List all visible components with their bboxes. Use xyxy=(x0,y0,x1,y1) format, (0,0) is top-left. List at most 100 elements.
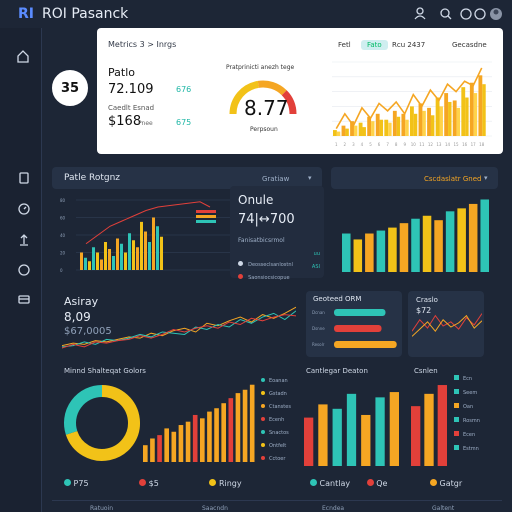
tick-label: 11 xyxy=(419,142,425,147)
legend-swatch xyxy=(196,220,216,223)
legend-label: Ontfelt xyxy=(269,443,287,449)
bar xyxy=(128,233,131,270)
bar xyxy=(478,75,483,136)
card-icon[interactable] xyxy=(18,295,30,304)
bar xyxy=(482,84,486,136)
footer-dot xyxy=(429,479,437,486)
search-icon[interactable] xyxy=(440,8,452,20)
bar xyxy=(434,220,443,272)
overlay-row-2: Deosseclsanlostnl uu xyxy=(238,251,320,268)
section-right-title: Cscdaslatr Gned xyxy=(424,175,482,183)
donut-slice xyxy=(65,385,140,461)
footer-dot xyxy=(209,479,217,486)
bar xyxy=(345,128,349,136)
bar xyxy=(384,119,389,136)
legend-label: Seem xyxy=(463,390,478,396)
user-icon[interactable] xyxy=(414,7,426,20)
legend-label: Ecn xyxy=(463,376,473,382)
footer-tab-bar: Ratuoin Saacndn Ecndea Galtent xyxy=(52,500,502,512)
bar xyxy=(375,397,385,466)
footer-tab-2[interactable]: Saacndn xyxy=(202,505,228,512)
legend-item: Ecenh xyxy=(261,417,311,430)
home-icon[interactable] xyxy=(17,50,29,63)
chart-dropdown[interactable]: Gecasdne xyxy=(452,41,487,49)
bar xyxy=(148,242,151,270)
bottom-right-side-title: Csnlen xyxy=(414,367,438,375)
legend-label: Snactos xyxy=(269,430,289,436)
bar xyxy=(480,199,489,272)
bar xyxy=(465,97,469,136)
bar xyxy=(439,106,443,136)
line-series xyxy=(335,67,483,130)
footer-tab-3[interactable]: Ecndea xyxy=(322,505,345,512)
upload-icon[interactable] xyxy=(20,234,28,246)
legend-swatch xyxy=(196,215,216,218)
tick-label: 2 xyxy=(344,142,347,147)
chart-tab-3[interactable]: Rcu 2437 xyxy=(392,41,426,49)
chevron-down-icon[interactable]: ▾ xyxy=(484,174,488,182)
footer-tab-4[interactable]: Galtent xyxy=(432,505,455,512)
bar xyxy=(371,121,375,136)
bar xyxy=(140,221,143,270)
user-circle-icon[interactable] xyxy=(460,8,472,20)
bar xyxy=(448,101,452,136)
document-icon[interactable] xyxy=(19,172,29,184)
refresh-icon[interactable] xyxy=(18,264,30,276)
bar xyxy=(88,261,91,270)
bar xyxy=(468,203,478,272)
bottom-left-title: Minnd Shalteqat Golors xyxy=(64,367,146,375)
bar xyxy=(396,116,401,136)
bar xyxy=(418,103,423,136)
chart-tab-1[interactable]: Fetl xyxy=(338,41,351,49)
footer-value-3: Gatgr xyxy=(439,479,463,488)
tick-label: 18 xyxy=(479,142,485,147)
mini-panel-value: $72 xyxy=(416,306,432,315)
metric-tag-2: 675 xyxy=(176,118,192,127)
bar xyxy=(318,404,328,466)
bar xyxy=(228,398,234,462)
tick-label: 17 xyxy=(471,142,477,147)
bar xyxy=(336,131,341,136)
tick-label: 80 xyxy=(60,198,66,203)
bar xyxy=(80,252,83,270)
footer-dot xyxy=(64,479,71,486)
bar xyxy=(249,384,255,462)
settings-icon[interactable] xyxy=(474,8,486,20)
avatar[interactable] xyxy=(490,8,502,20)
line-series xyxy=(62,310,296,348)
chart-tab-2[interactable]: Fato xyxy=(361,40,388,50)
metric-tag-1: 676 xyxy=(176,85,192,94)
bar xyxy=(120,243,123,270)
gauge-icon[interactable] xyxy=(18,203,30,215)
section-left-dropdown[interactable]: Gratiaw xyxy=(262,175,290,183)
bar xyxy=(104,242,107,270)
app-title: ROI Pasanck xyxy=(42,6,129,22)
footer-value-1: P75 xyxy=(73,479,89,488)
tick-label: 8 xyxy=(395,142,398,147)
bar xyxy=(84,257,87,270)
top-icons xyxy=(414,7,502,20)
bar xyxy=(430,115,435,136)
line-series xyxy=(412,313,482,332)
overlay-row-1: Fanisatbicsrmol xyxy=(238,237,285,244)
legend-swatch xyxy=(196,210,216,213)
bottom-right-bars xyxy=(304,392,399,466)
bar xyxy=(350,121,354,136)
overlay-title: Onule xyxy=(238,193,274,207)
bar xyxy=(461,87,466,136)
analytics-value-2: $67,0005 xyxy=(64,326,112,337)
tick-label: 0 xyxy=(60,268,63,273)
footer-tab-1[interactable]: Ratuoin xyxy=(90,505,114,512)
chevron-down-icon[interactable]: ▾ xyxy=(308,174,312,182)
tick-label: 4 xyxy=(361,142,364,147)
bar xyxy=(341,125,346,136)
gauge-arc-orange xyxy=(257,80,287,96)
tick-label: 12 xyxy=(428,142,434,147)
bottom-left-footer: P75 $5 Ringy xyxy=(64,479,304,491)
tick-label: 14 xyxy=(445,142,451,147)
bar xyxy=(473,93,478,136)
overlay-row-2-tag: uu xyxy=(313,251,320,257)
line-series xyxy=(412,314,482,337)
bar xyxy=(221,403,226,462)
bottom-right-legend: Ecn Seem Oan Rosmn Ecen Estmn xyxy=(454,375,498,459)
